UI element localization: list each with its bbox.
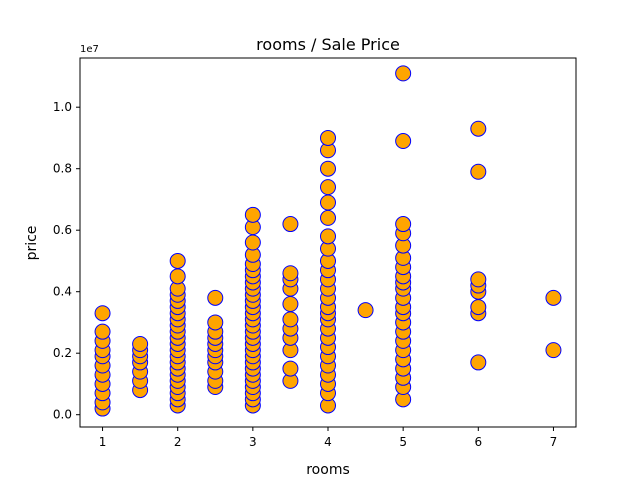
chart-title: rooms / Sale Price	[256, 35, 400, 54]
y-tick-label: 1.0	[53, 100, 72, 114]
data-point	[244, 234, 261, 251]
data-point	[320, 129, 336, 146]
y-axis-offset-label: 1e7	[80, 44, 99, 55]
y-axis-label: price	[24, 226, 40, 261]
x-tick-label: 4	[324, 435, 332, 449]
data-point	[545, 342, 562, 359]
x-axis-ticks: 1 2 3 4 5 6 7	[99, 427, 558, 449]
data-point	[207, 289, 224, 306]
data-point	[282, 265, 299, 282]
x-tick-label: 7	[550, 435, 558, 449]
x-tick-label: 6	[474, 435, 482, 449]
y-tick-label: 0.4	[53, 285, 72, 299]
data-point	[94, 323, 111, 340]
data-point	[320, 228, 336, 245]
data-point	[94, 305, 111, 322]
data-point	[132, 335, 149, 352]
points-layer	[94, 65, 562, 417]
data-point	[470, 354, 487, 371]
data-point	[470, 299, 487, 316]
data-point	[320, 194, 336, 211]
data-point	[320, 179, 336, 196]
data-point	[320, 160, 336, 177]
x-axis-label: rooms	[306, 462, 350, 478]
y-tick-label: 0.0	[53, 408, 72, 422]
data-point	[207, 314, 224, 331]
x-tick-label: 1	[99, 435, 107, 449]
data-point	[470, 120, 487, 137]
x-tick-label: 5	[399, 435, 407, 449]
data-point	[545, 289, 562, 306]
data-point	[169, 268, 186, 285]
y-axis-ticks: 0.0 0.2 0.4 0.6 0.8 1.0	[53, 100, 80, 422]
data-point	[244, 206, 261, 223]
data-point	[395, 133, 412, 150]
x-tick-label: 2	[174, 435, 182, 449]
y-tick-label: 0.6	[53, 223, 72, 237]
data-point	[282, 311, 299, 328]
y-tick-label: 0.2	[53, 346, 72, 360]
data-point	[395, 65, 412, 82]
y-tick-label: 0.8	[53, 162, 72, 176]
data-point	[282, 216, 299, 233]
data-point	[470, 163, 487, 180]
data-point	[282, 360, 299, 377]
data-point	[320, 209, 336, 226]
data-point	[395, 216, 412, 233]
x-tick-label: 3	[249, 435, 257, 449]
data-point	[282, 296, 299, 312]
data-point	[357, 302, 374, 319]
data-point	[169, 252, 186, 269]
data-point	[470, 271, 487, 288]
